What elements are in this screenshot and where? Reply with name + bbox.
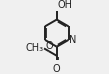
- Text: N: N: [69, 35, 76, 45]
- Text: OH: OH: [57, 0, 72, 10]
- Text: O: O: [45, 41, 53, 51]
- Text: O: O: [53, 64, 60, 74]
- Text: CH₃: CH₃: [25, 43, 43, 53]
